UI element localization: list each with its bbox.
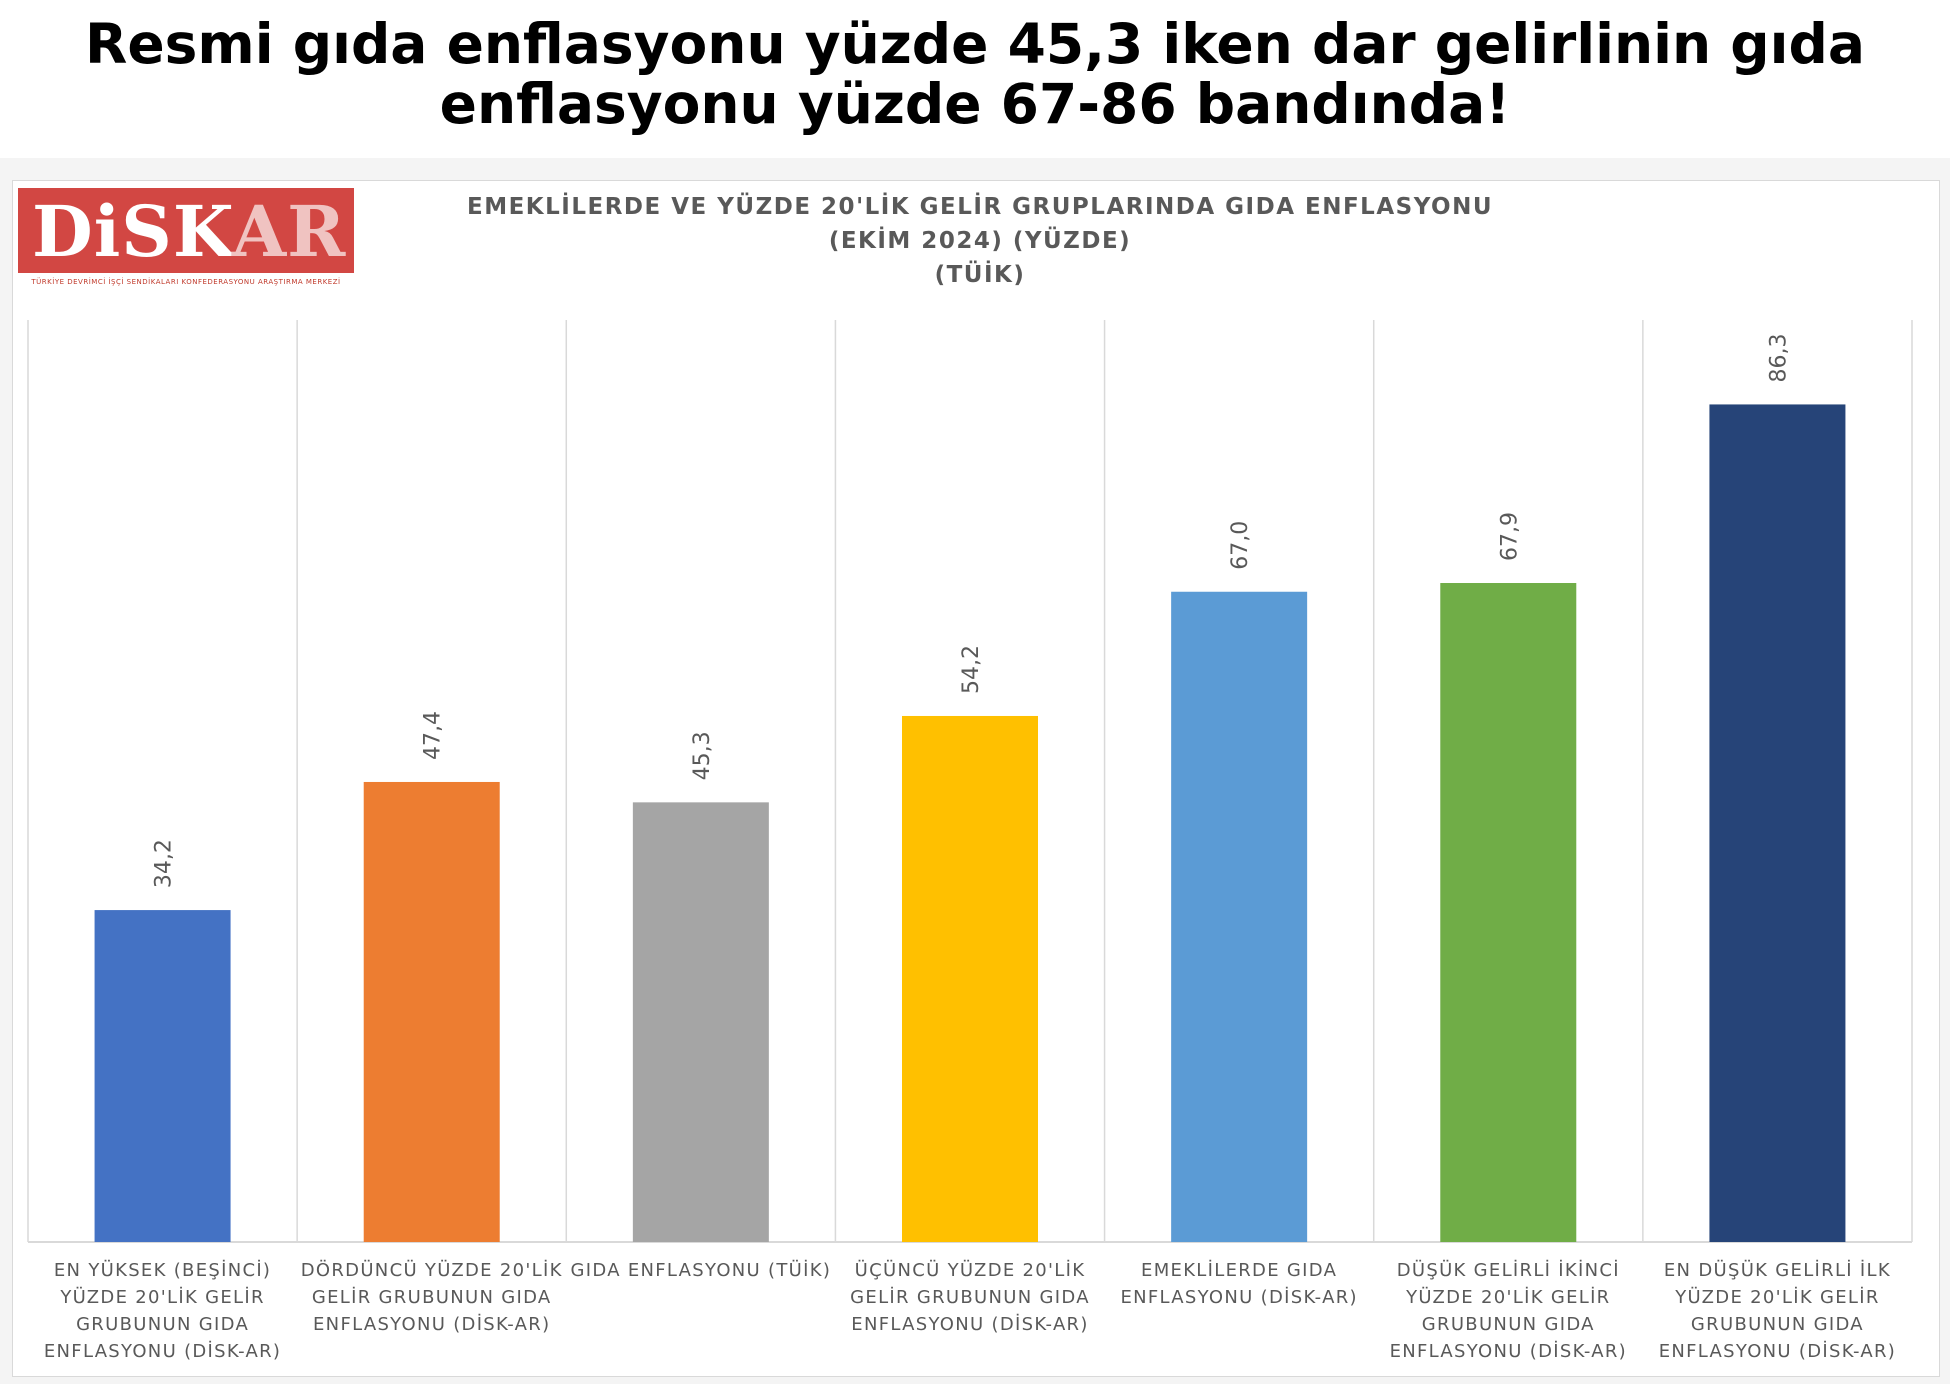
category-label-2: DÖRDÜNCÜ YÜZDE 20'LİK GELİR GRUBUNUN GIDA… xyxy=(296,1257,568,1338)
logo-main-text: DiSK xyxy=(32,190,232,273)
bar-value-label-4: 54,2 xyxy=(959,645,984,694)
bar-value-label-2: 47,4 xyxy=(421,711,446,760)
category-label-line: ENFLASYONU (DİSK-AR) xyxy=(851,1314,1089,1335)
bar-3 xyxy=(632,802,769,1242)
bar-5 xyxy=(1171,591,1308,1242)
category-label-line: GRUBUNUN GIDA xyxy=(1690,1314,1864,1335)
category-label-line: EMEKLİLERDE GIDA xyxy=(1141,1260,1338,1281)
bar-value-label-6: 67,9 xyxy=(1497,512,1522,561)
category-label-line: GIDA ENFLASYONU (TÜİK) xyxy=(570,1260,832,1281)
bar-2 xyxy=(363,781,500,1242)
category-label-4: ÜÇÜNCÜ YÜZDE 20'LİK GELİR GRUBUNUN GIDA EN… xyxy=(834,1257,1106,1338)
headline: Resmi gıda enflasyonu yüzde 45,3 iken da… xyxy=(0,14,1950,134)
bar-value-label-3: 45,3 xyxy=(690,731,715,780)
chart-title-line-2: (EKİM 2024) (YÜZDE) xyxy=(828,228,1132,254)
category-label-3: GIDA ENFLASYONU (TÜİK) xyxy=(565,1257,837,1284)
bar-value-label-7: 86,3 xyxy=(1766,333,1791,382)
category-label-line: ENFLASYONU (DİSK-AR) xyxy=(313,1314,551,1335)
category-label-line: EN YÜKSEK (BEŞİNCİ) xyxy=(53,1260,272,1281)
bar-6 xyxy=(1440,583,1577,1242)
chart-title-line-1: EMEKLİLERDE VE YÜZDE 20'LİK GELİR GRUPLA… xyxy=(466,194,1494,220)
category-label-line: DÖRDÜNCÜ YÜZDE 20'LİK xyxy=(300,1260,563,1281)
bar-value-label-1: 34,2 xyxy=(152,839,177,888)
category-label-line: ENFLASYONU (DİSK-AR) xyxy=(1658,1341,1897,1362)
category-label-line: EN DÜŞÜK GELİRLİ İLK xyxy=(1663,1260,1891,1281)
category-label-line: YÜZDE 20'LİK GELİR xyxy=(1406,1287,1611,1308)
category-label-line: ENFLASYONU (DİSK-AR) xyxy=(1389,1341,1627,1362)
headline-line-1: Resmi gıda enflasyonu yüzde 45,3 iken da… xyxy=(85,12,1865,76)
category-label-line: GRUBUNUN GIDA xyxy=(76,1314,250,1335)
category-label-line: GRUBUNUN GIDA xyxy=(1421,1314,1595,1335)
category-label-line: YÜZDE 20'LİK GELİR xyxy=(1675,1287,1880,1308)
chart-title-line-3: (TÜİK) xyxy=(934,262,1026,288)
category-label-line: DÜŞÜK GELİRLİ İKİNCİ xyxy=(1396,1260,1620,1281)
category-label-7: EN DÜŞÜK GELİRLİ İLK YÜZDE 20'LİK GELİR GR… xyxy=(1641,1257,1913,1365)
category-label-1: EN YÜKSEK (BEŞİNCİ) YÜZDE 20'LİK GELİR GRU… xyxy=(27,1257,299,1365)
logo-subtitle: TÜRKİYE DEVRİMCİ İŞÇİ SENDİKALARI KONFED… xyxy=(18,273,354,291)
category-label-line: ENFLASYONU (DİSK-AR) xyxy=(1120,1287,1358,1308)
category-label-6: DÜŞÜK GELİRLİ İKİNCİ YÜZDE 20'LİK GELİR GR… xyxy=(1372,1257,1644,1365)
category-label-line: GELİR GRUBUNUN GIDA xyxy=(311,1287,552,1308)
category-label-line: YÜZDE 20'LİK GELİR xyxy=(60,1287,265,1308)
bar-value-label-5: 67,0 xyxy=(1228,521,1253,570)
category-label-line: ENFLASYONU (DİSK-AR) xyxy=(43,1341,282,1362)
diskar-logo: DiSKAR TÜRKİYE DEVRİMCİ İŞÇİ SENDİKALARI… xyxy=(18,188,354,291)
logo-accent-text: AR xyxy=(231,190,347,273)
category-label-5: EMEKLİLERDE GIDA ENFLASYONU (DİSK-AR) xyxy=(1103,1257,1375,1311)
category-label-line: ÜÇÜNCÜ YÜZDE 20'LİK xyxy=(854,1260,1086,1281)
chart-title: EMEKLİLERDE VE YÜZDE 20'LİK GELİR GRUPLA… xyxy=(380,190,1580,292)
bar-4 xyxy=(902,715,1038,1242)
bar-7 xyxy=(1709,404,1846,1242)
headline-line-2: enflasyonu yüzde 67-86 bandında! xyxy=(439,72,1511,136)
category-label-line: GELİR GRUBUNUN GIDA xyxy=(850,1287,1090,1308)
bar-1 xyxy=(94,910,231,1242)
logo-wordmark: DiSKAR xyxy=(32,192,346,272)
